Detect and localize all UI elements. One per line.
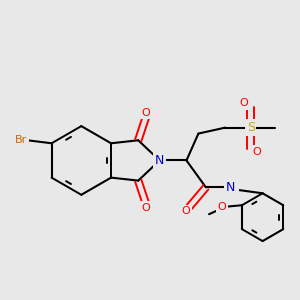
Text: H: H (230, 181, 237, 190)
Text: N: N (155, 154, 164, 167)
Text: S: S (247, 121, 255, 134)
Text: Br: Br (15, 135, 27, 145)
Text: O: O (218, 202, 226, 212)
Text: O: O (253, 147, 262, 157)
Text: O: O (141, 108, 150, 118)
Text: O: O (182, 206, 190, 216)
Text: O: O (141, 203, 150, 213)
Text: N: N (226, 181, 235, 194)
Text: O: O (240, 98, 248, 108)
